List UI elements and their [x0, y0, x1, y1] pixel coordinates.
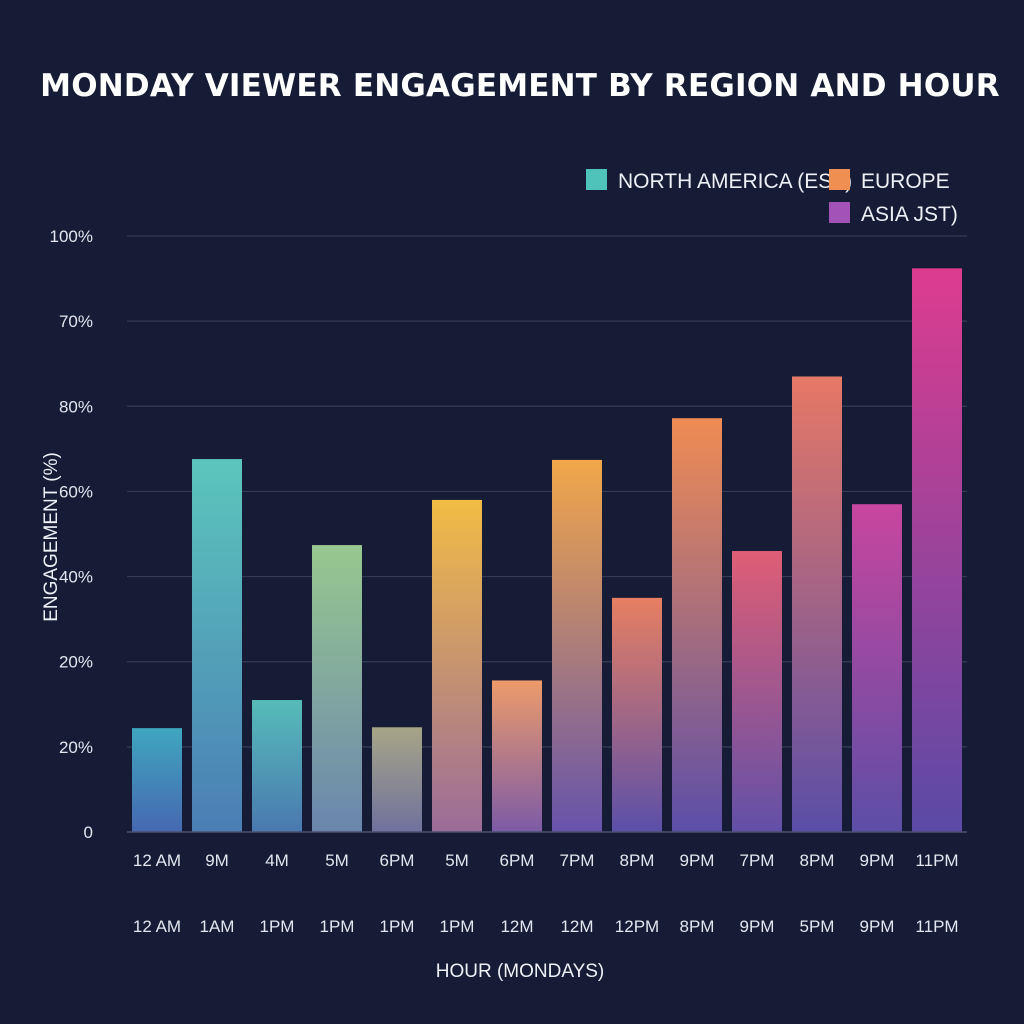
x-tick-label-row2: 9PM — [740, 917, 775, 936]
bar-9 — [612, 597, 662, 832]
x-tick-label-row1: 6PM — [380, 851, 415, 870]
x-tick-label-row1: 4M — [265, 851, 289, 870]
x-tick-label-row1: 5M — [445, 851, 469, 870]
x-tick-label-row2: 12M — [500, 917, 533, 936]
x-tick-label-row1: 8PM — [800, 851, 835, 870]
legend-label-asia: ASIA JST) — [861, 203, 958, 226]
y-tick-label: 20% — [59, 653, 93, 672]
legend-label-north-america: NORTH AMERICA (EST) — [618, 170, 852, 193]
x-tick-label-row2: 1PM — [320, 917, 355, 936]
legend-swatch-north-america — [586, 169, 607, 190]
y-tick-label: 20% — [59, 738, 93, 757]
x-tick-label-row2: 1PM — [440, 917, 475, 936]
bar-14 — [912, 268, 962, 833]
legend-label-europe: EUROPE — [861, 170, 950, 193]
x-axis-label: HOUR (MONDAYS) — [436, 961, 605, 982]
y-tick-label: 40% — [59, 568, 93, 587]
x-tick-label-row2: 1PM — [380, 917, 415, 936]
x-tick-label-row2: 1AM — [200, 917, 235, 936]
x-tick-label-row2: 12M — [560, 917, 593, 936]
bar-3 — [252, 700, 302, 832]
x-tick-label-row1: 8PM — [620, 851, 655, 870]
chart-title: MONDAY VIEWER ENGAGEMENT BY REGION AND H… — [40, 68, 1000, 104]
legend-swatch-asia — [829, 202, 850, 223]
x-axis-ticks: 12 AM 9M 4M 5M 6PM 5M 6PM 7PM 8PM 9PM 7PM 8PM 9PM 11P… — [133, 851, 959, 936]
x-tick-label-row1: 9PM — [860, 851, 895, 870]
y-axis-ticks: 0 20% 20% 40% 60% 80% 70% 100% — [50, 227, 93, 842]
x-tick-label-row2: 5PM — [800, 917, 835, 936]
x-tick-label-row1: 9M — [205, 851, 229, 870]
bar-6 — [432, 499, 482, 832]
x-tick-label-row2: 8PM — [680, 917, 715, 936]
bar-11 — [732, 551, 782, 832]
y-tick-label: 100% — [50, 227, 93, 246]
x-tick-label-row2: 9PM — [860, 917, 895, 936]
bar-7 — [492, 680, 542, 832]
y-tick-label: 60% — [59, 482, 93, 501]
bar-12 — [792, 376, 842, 832]
y-axis-label: ENGAGEMENT (%) — [41, 452, 62, 622]
x-tick-label-row1: 12 AM — [133, 851, 181, 870]
x-tick-label-row2: 11PM — [915, 917, 958, 936]
bars — [132, 268, 962, 833]
x-tick-label-row1: 7PM — [560, 851, 595, 870]
x-tick-label-row2: 1PM — [260, 917, 295, 936]
x-tick-label-row1: 5M — [325, 851, 349, 870]
y-tick-label: 80% — [59, 397, 93, 416]
y-tick-label: 70% — [59, 312, 93, 331]
bar-10 — [672, 418, 722, 832]
x-tick-label-row1: 9PM — [680, 851, 715, 870]
legend-swatch-europe — [829, 169, 850, 190]
legend: NORTH AMERICA (EST) EUROPE ASIA JST) — [586, 169, 958, 226]
y-tick-label: 0 — [84, 823, 93, 842]
x-tick-label-row2: 12PM — [615, 917, 659, 936]
bar-4 — [312, 545, 362, 832]
bar-2 — [192, 459, 242, 832]
x-tick-label-row2: 12 AM — [133, 917, 181, 936]
gridlines — [127, 235, 967, 748]
bar-13 — [852, 504, 902, 832]
x-tick-label-row1: 11PM — [915, 851, 958, 870]
x-tick-label-row1: 7PM — [740, 851, 775, 870]
bar-1 — [132, 728, 182, 832]
bar-8 — [552, 459, 602, 832]
x-tick-label-row1: 6PM — [500, 851, 535, 870]
bar-5 — [372, 727, 422, 832]
